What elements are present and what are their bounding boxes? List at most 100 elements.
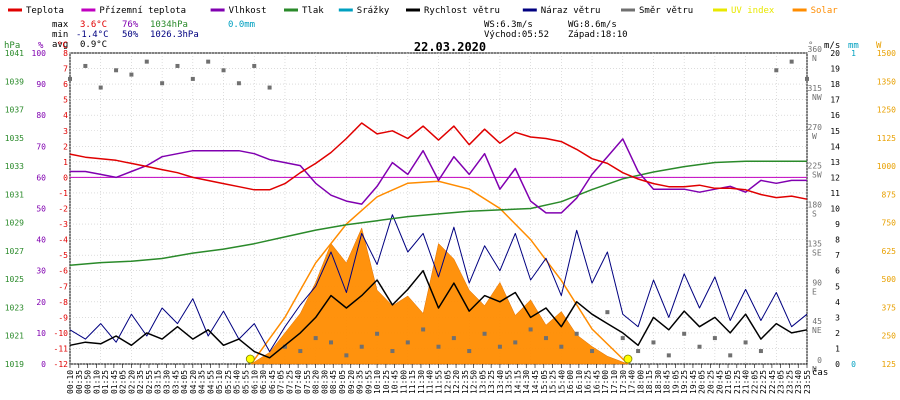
x-tick-label-34: 09:55 bbox=[364, 370, 373, 394]
wind-dir-point-31 bbox=[543, 336, 548, 341]
wind-dir-point-15 bbox=[298, 349, 303, 354]
legend-label-5: Rychlost větru bbox=[424, 6, 500, 16]
x-tick-label-64: 17:40 bbox=[628, 370, 637, 394]
tick-ms-7: 13 bbox=[830, 158, 840, 167]
x-tick-label-16: 04:55 bbox=[206, 370, 215, 394]
x-tick-label-49: 13:40 bbox=[496, 370, 505, 394]
tick-ms-15: 5 bbox=[835, 282, 840, 291]
tick-celsius-16: -8 bbox=[58, 298, 68, 307]
tick-pct-3: 70 bbox=[36, 142, 46, 151]
wind-dir-point-23 bbox=[421, 327, 426, 332]
tick-w-10: 250 bbox=[882, 332, 897, 341]
tick-celsius-15: -7 bbox=[58, 282, 68, 291]
tick-ms-1: 19 bbox=[830, 65, 840, 74]
legend-label-9: Solar bbox=[811, 6, 839, 16]
wind-dir-point-38 bbox=[651, 340, 656, 345]
unit-mm: mm bbox=[848, 41, 859, 51]
x-tick-label-51: 14:15 bbox=[513, 370, 522, 394]
tick-celsius-13: -5 bbox=[58, 251, 68, 260]
sunset-marker bbox=[623, 354, 633, 364]
x-tick-label-84: 23:55 bbox=[803, 370, 812, 394]
legend-label-6: Náraz větru bbox=[541, 6, 601, 16]
x-tick-label-36: 10:25 bbox=[382, 370, 391, 394]
x-tick-label-74: 20:45 bbox=[715, 370, 724, 394]
wind-dir-point-43 bbox=[728, 353, 733, 358]
x-tick-label-63: 17:30 bbox=[619, 370, 628, 394]
x-tick-label-14: 04:20 bbox=[189, 370, 198, 394]
wind-dir-point-24 bbox=[436, 344, 441, 349]
tick-celsius-0: 8 bbox=[63, 49, 68, 58]
tick-w-2: 1250 bbox=[877, 106, 896, 115]
x-tick-label-45: 12:35 bbox=[461, 370, 470, 394]
tick-ms-13: 7 bbox=[835, 251, 840, 260]
tick-celsius-19: -11 bbox=[54, 344, 69, 353]
legend-label-1: Přízemní teplota bbox=[99, 6, 186, 16]
temperature-line bbox=[69, 122, 808, 200]
x-tick-label-68: 18:45 bbox=[663, 370, 672, 394]
tick-celsius-5: 3 bbox=[63, 127, 68, 136]
tick-dir-0: N bbox=[812, 54, 817, 63]
tick-hpa-3: 1035 bbox=[5, 134, 24, 143]
tick-ms-18: 2 bbox=[835, 329, 840, 338]
stat-ws: WS:6.3m/s bbox=[484, 20, 533, 30]
x-tick-label-5: 01:45 bbox=[110, 370, 119, 394]
unit-w: W bbox=[876, 41, 882, 51]
tick-deg-3: 225 bbox=[808, 162, 823, 171]
tick-celsius-18: -10 bbox=[54, 329, 69, 338]
wind-dir-point-14 bbox=[282, 344, 287, 349]
x-tick-label-24: 07:05 bbox=[277, 370, 286, 394]
tick-hpa-11: 1019 bbox=[5, 360, 24, 369]
x-tick-label-29: 08:30 bbox=[320, 370, 329, 394]
x-tick-label-23: 06:45 bbox=[268, 370, 277, 394]
x-tick-label-39: 11:15 bbox=[408, 370, 417, 394]
tick-w-7: 625 bbox=[882, 247, 897, 256]
chart-title: 22.03.2020 bbox=[414, 40, 486, 54]
tick-ms-10: 10 bbox=[830, 205, 840, 214]
tick-hpa-10: 1021 bbox=[5, 332, 24, 341]
x-tick-label-57: 16:00 bbox=[566, 370, 575, 394]
wind-direction-layer bbox=[68, 59, 809, 358]
tick-w-0: 1500 bbox=[877, 49, 896, 58]
tick-celsius-2: 6 bbox=[63, 80, 68, 89]
legend-label-4: Srážky bbox=[357, 6, 390, 16]
x-tick-label-52: 14:30 bbox=[522, 370, 531, 394]
x-tick-label-12: 03:45 bbox=[171, 370, 180, 394]
x-tick-label-30: 08:45 bbox=[329, 370, 338, 394]
x-tick-label-78: 22:05 bbox=[750, 370, 759, 394]
wind-dir-point-32 bbox=[559, 344, 564, 349]
grid bbox=[69, 52, 808, 365]
tick-ms-8: 12 bbox=[830, 173, 840, 182]
tick-deg-8: 0 bbox=[817, 356, 822, 365]
tick-deg-1: 315 bbox=[808, 84, 823, 93]
wind-dir-point-5 bbox=[144, 59, 149, 64]
x-tick-label-19: 05:40 bbox=[233, 370, 242, 394]
legend-label-0: Teplota bbox=[26, 6, 64, 16]
x-tick-label-76: 21:25 bbox=[733, 370, 742, 394]
x-tick-label-17: 05:10 bbox=[215, 370, 224, 394]
wind-dir-point-11 bbox=[236, 81, 241, 86]
x-tick-label-20: 05:55 bbox=[241, 370, 250, 394]
x-tick-label-47: 13:05 bbox=[478, 370, 487, 394]
tick-w-8: 500 bbox=[882, 275, 897, 284]
wind-dir-point-26 bbox=[467, 349, 472, 354]
wind-dir-point-35 bbox=[605, 310, 610, 315]
x-tick-label-42: 11:55 bbox=[435, 370, 444, 394]
tick-dir-2: W bbox=[812, 132, 817, 141]
wind-dir-point-1 bbox=[83, 63, 88, 68]
x-axis-label: čas bbox=[812, 367, 828, 378]
stat-sunset: Západ:18:10 bbox=[568, 30, 628, 40]
tick-celsius-17: -9 bbox=[58, 313, 68, 322]
humidity-line bbox=[70, 138, 807, 214]
tick-pct-0: 100 bbox=[32, 49, 47, 58]
x-tick-label-0: 00:10 bbox=[66, 370, 75, 394]
x-tick-label-37: 10:45 bbox=[391, 370, 400, 394]
wind-dir-point-46 bbox=[774, 68, 779, 73]
unit-pct: % bbox=[38, 41, 44, 51]
x-tick-label-40: 11:30 bbox=[417, 370, 426, 394]
wind-dir-point-28 bbox=[497, 344, 502, 349]
wind-dir-point-44 bbox=[743, 340, 748, 345]
unit-hpa: hPa bbox=[4, 41, 20, 51]
tick-celsius-20: -12 bbox=[54, 360, 69, 369]
x-tick-label-6: 02:05 bbox=[119, 370, 128, 394]
wind-dir-point-12 bbox=[252, 63, 257, 68]
